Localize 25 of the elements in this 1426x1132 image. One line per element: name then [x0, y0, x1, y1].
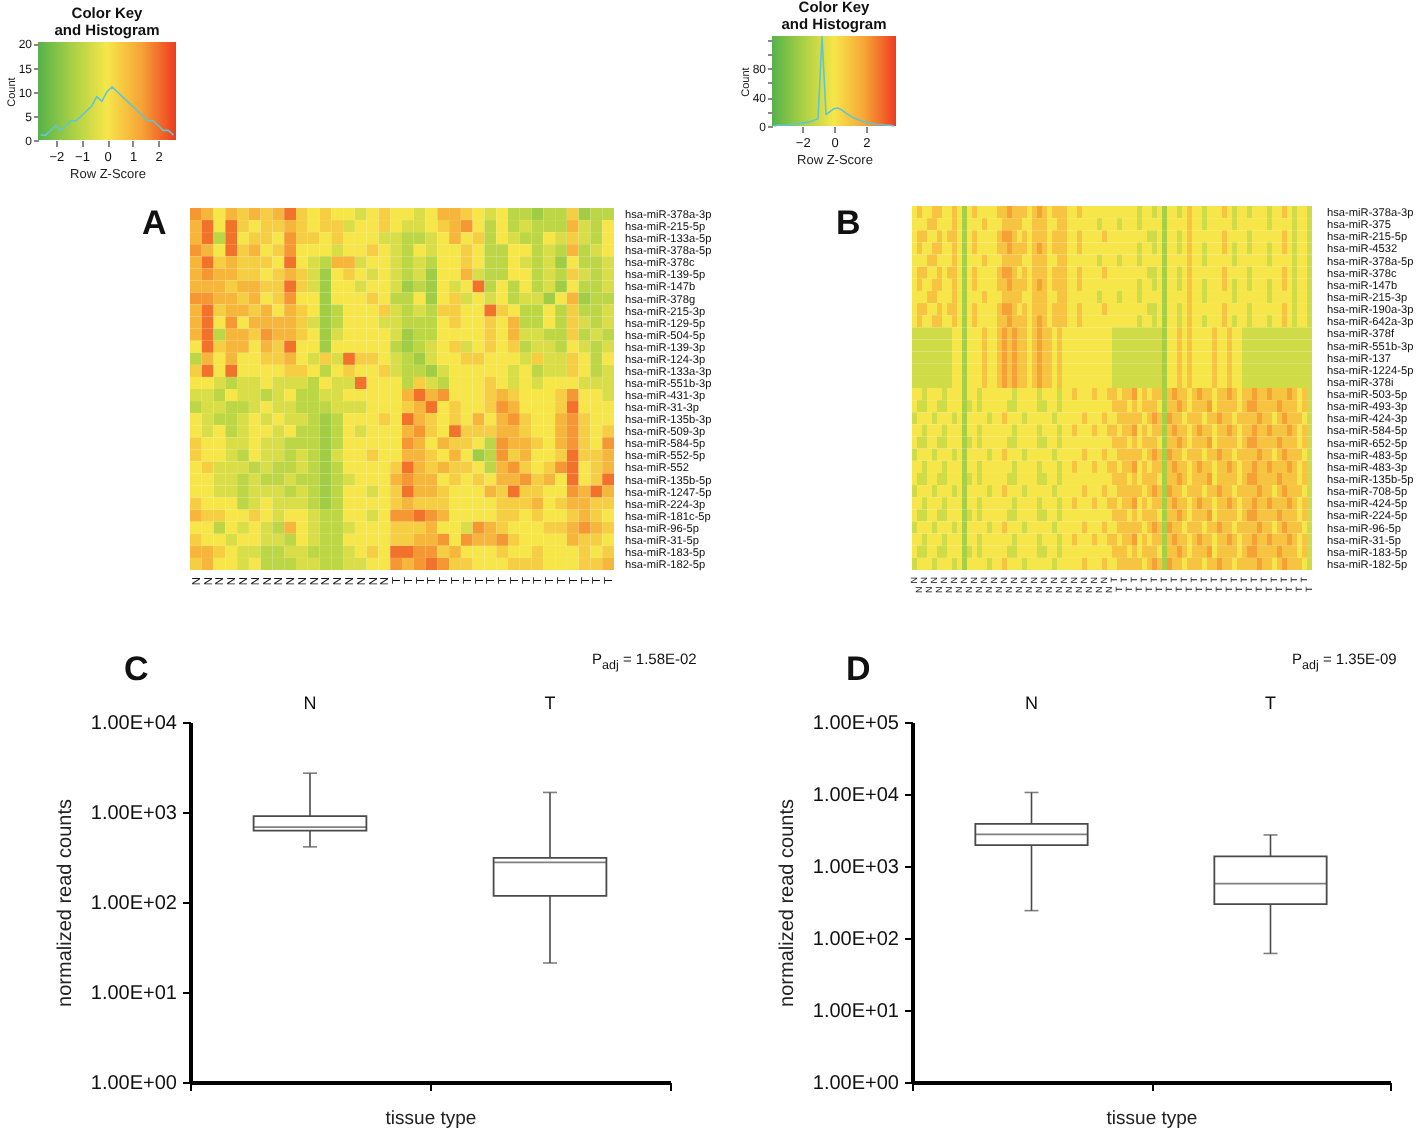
y-axis-title: normalized read counts: [776, 799, 799, 1007]
y-tick-label: 1.00E+01: [90, 983, 178, 1005]
y-tick-label: 1.00E+04: [812, 785, 900, 807]
y-tick-label: 1.00E+03: [812, 857, 900, 879]
chart-title: A: [142, 204, 167, 244]
line-series: [39, 86, 175, 136]
y-axis-title: normalized read counts: [54, 799, 77, 1007]
y-tick-label: 1.00E+01: [812, 1001, 900, 1023]
y-tick-label: 1.00E+05: [812, 713, 900, 735]
y-tick-label: 1.00E+02: [812, 929, 900, 951]
y-tick-label: 1.00E+00: [90, 1073, 178, 1095]
line-series: [773, 35, 895, 127]
x-tick-label: T: [544, 693, 557, 713]
y-tick-label: 1.00E+03: [90, 803, 178, 825]
y-tick-label: 1.00E+00: [812, 1073, 900, 1095]
y-tick-label: 1.00E+02: [90, 893, 178, 915]
chart-title: C: [124, 650, 149, 690]
chart-title: D: [846, 650, 871, 690]
x-tick-label: T: [1265, 693, 1277, 713]
chart-title: B: [836, 204, 861, 244]
x-tick-label: N: [303, 693, 317, 713]
x-axis-title: tissue type: [385, 1108, 477, 1130]
x-axis-title: tissue type: [1106, 1108, 1198, 1130]
x-tick-label: N: [1025, 693, 1038, 713]
y-tick-label: 1.00E+04: [90, 713, 178, 735]
